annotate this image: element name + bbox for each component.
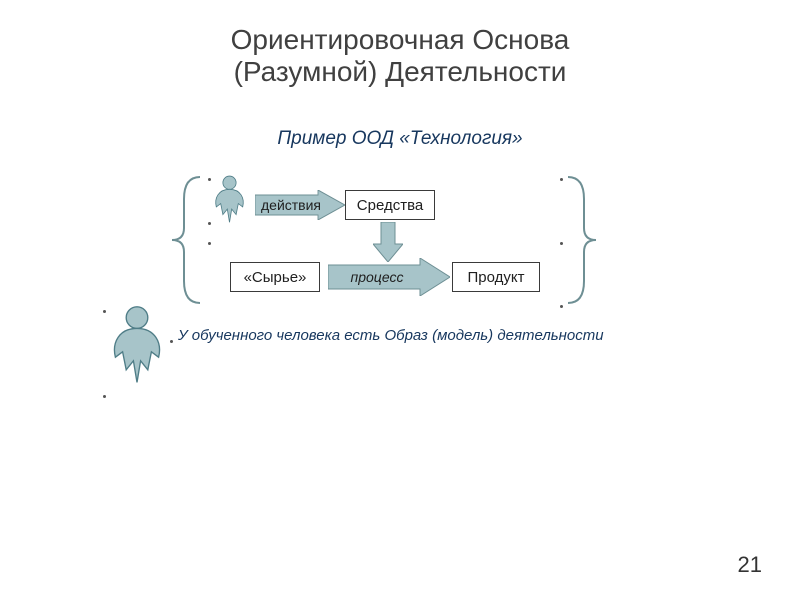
dot-icon (560, 242, 563, 245)
person-small-icon (213, 175, 246, 227)
slide-title: Ориентировочная Основа (Разумной) Деятел… (0, 24, 800, 88)
box-raw: «Сырье» (230, 262, 320, 292)
right-brace-icon (564, 175, 598, 305)
title-line2: (Разумной) Деятельности (0, 56, 800, 88)
dot-icon (208, 178, 211, 181)
left-brace-icon (170, 175, 204, 305)
dot-icon (560, 305, 563, 308)
box-product: Продукт (452, 262, 540, 292)
slide-caption: У обученного человека есть Образ (модель… (178, 327, 604, 344)
arrow-actions-label: действия (255, 190, 327, 220)
dot-icon (560, 178, 563, 181)
title-line1: Ориентировочная Основа (0, 24, 800, 56)
dot-icon (103, 395, 106, 398)
arrow-down-icon (373, 222, 403, 262)
dot-icon (208, 222, 211, 225)
arrow-process-label: процесс (328, 258, 426, 296)
box-means: Средства (345, 190, 435, 220)
dot-icon (170, 340, 173, 343)
slide-canvas: Ориентировочная Основа (Разумной) Деятел… (0, 0, 800, 600)
dot-icon (208, 242, 211, 245)
dot-icon (103, 310, 106, 313)
person-large-icon (110, 305, 164, 391)
page-number: 21 (738, 552, 762, 578)
slide-subtitle: Пример ООД «Технология» (0, 128, 800, 150)
